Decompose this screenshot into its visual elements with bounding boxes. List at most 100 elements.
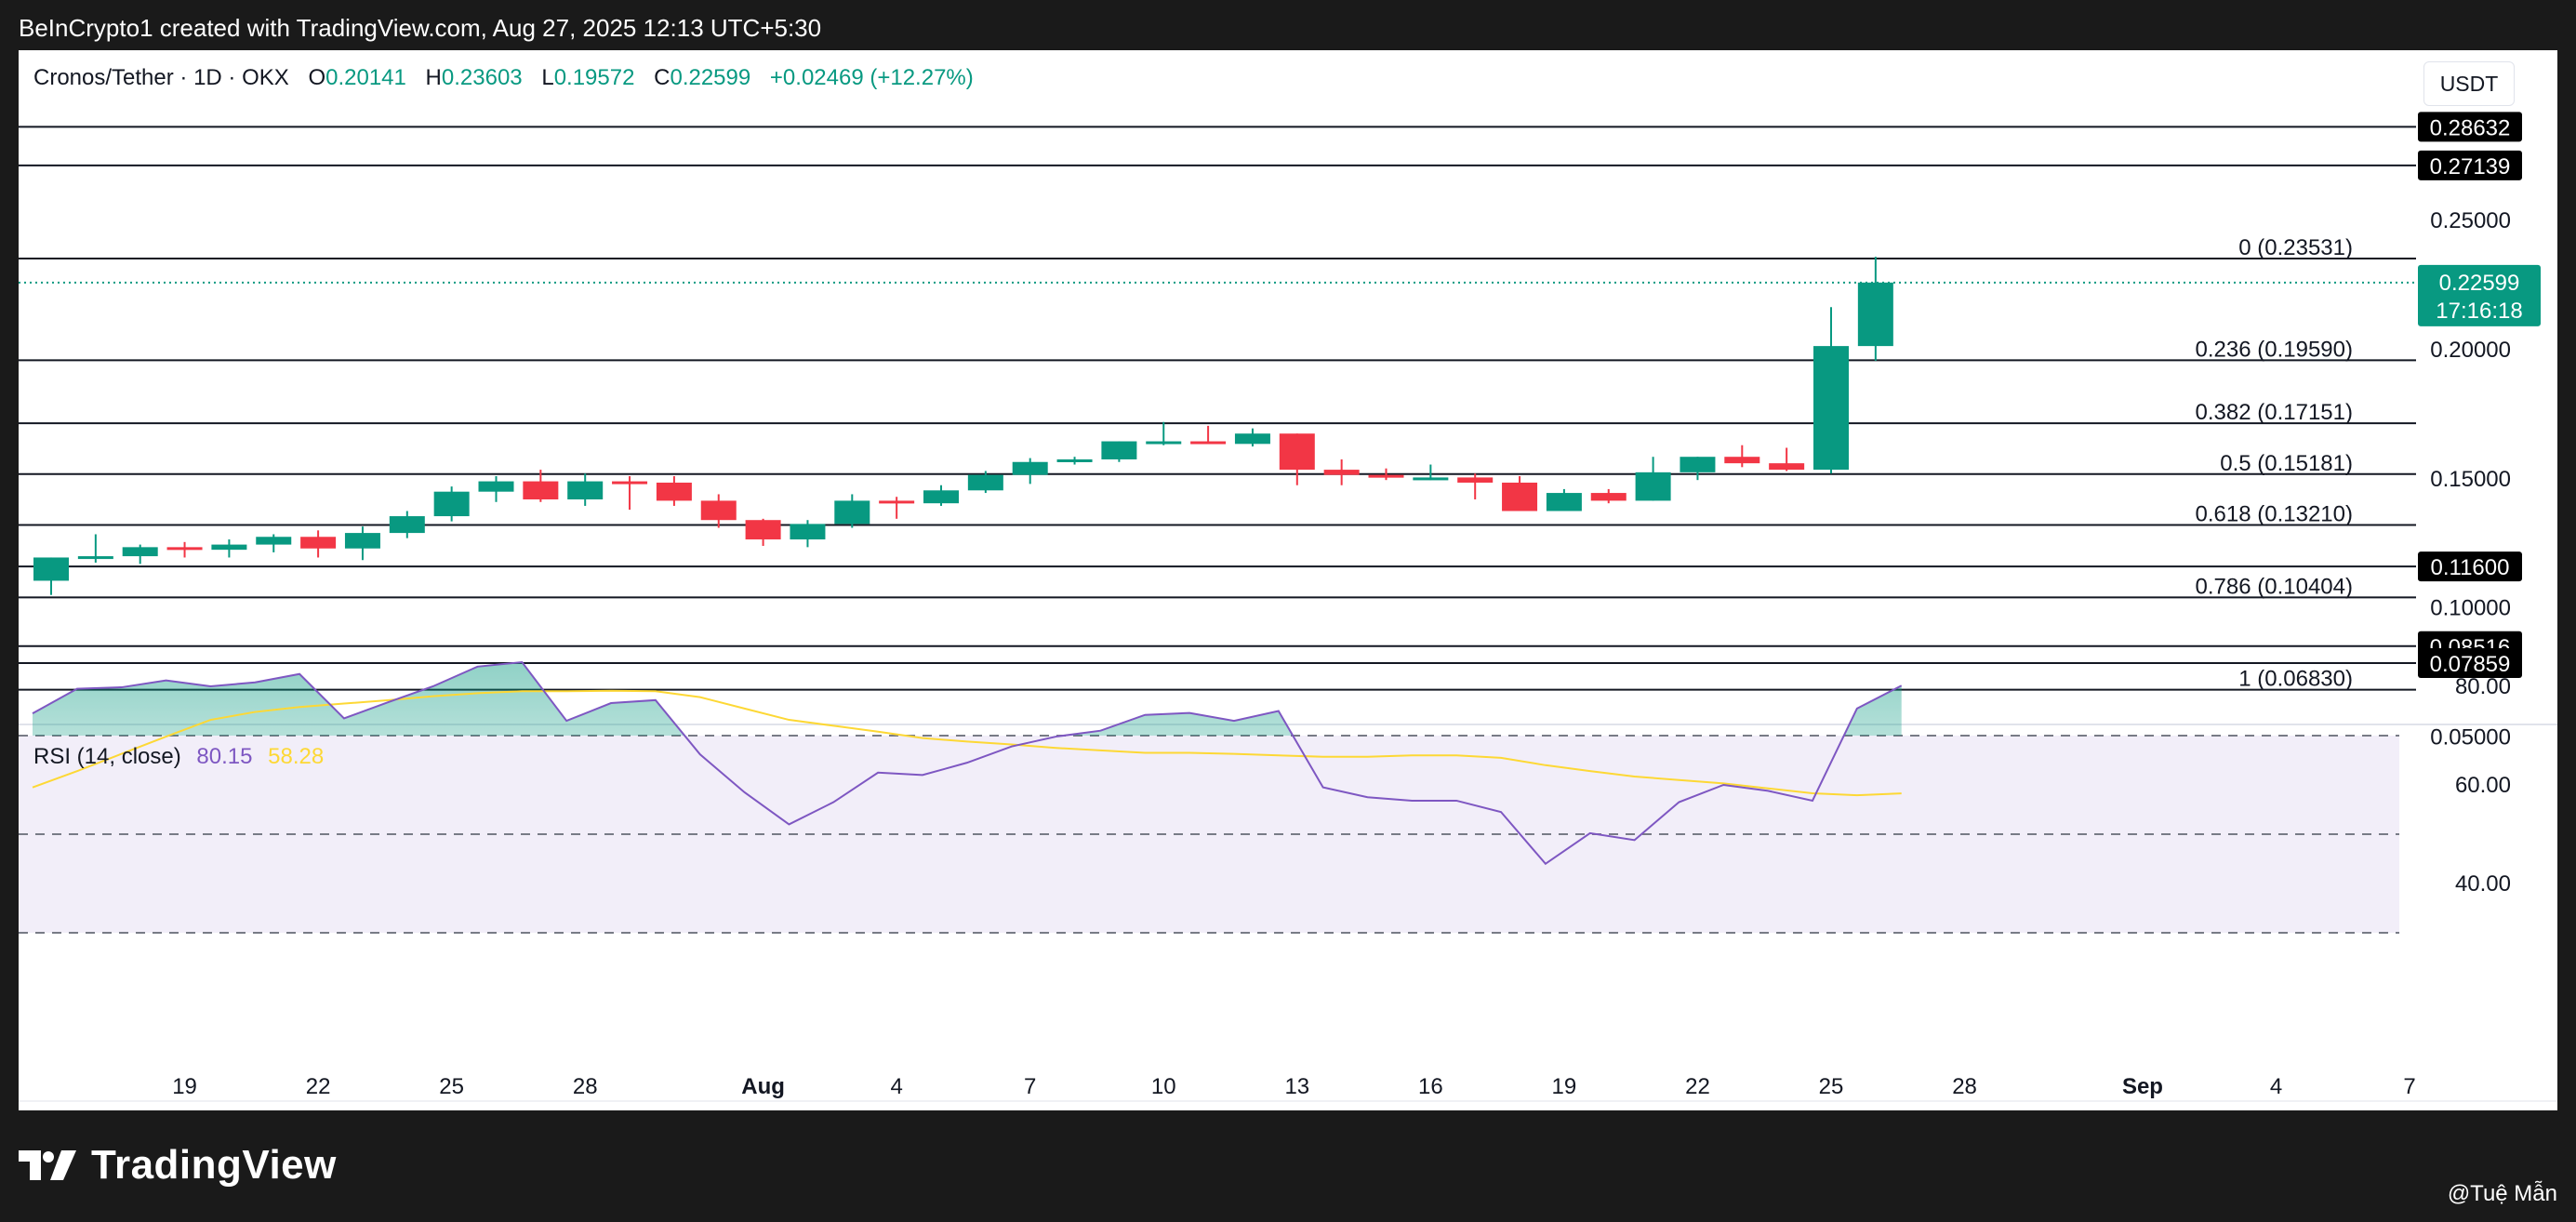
candle-body-up — [211, 544, 247, 551]
candle-body-up — [389, 516, 425, 534]
time-axis-label: 4 — [2270, 1074, 2282, 1099]
candle-body-down — [879, 500, 915, 504]
price-line-badge-label: 0.28632 — [2430, 115, 2511, 140]
candle-body-up — [344, 533, 380, 549]
candle-body-down — [1769, 463, 1805, 471]
candle-body-down — [1323, 470, 1360, 475]
price-tick-label: 0.05000 — [2430, 724, 2511, 750]
time-axis-label: Aug — [741, 1074, 785, 1099]
tradingview-logo[interactable]: TradingView — [19, 1142, 337, 1189]
high-value: 0.23603 — [441, 65, 523, 90]
rsi-ma-line — [32, 689, 1902, 797]
price-line-badge-label: 0.07859 — [2430, 652, 2511, 677]
candle-body-down — [700, 500, 737, 521]
fib-level-label: 0.236 (0.19590) — [2196, 337, 2353, 362]
change-value: +0.02469 (+12.27%) — [769, 65, 974, 90]
time-axis-label: 7 — [2403, 1074, 2415, 1099]
last-price-countdown: 17:16:18 — [2436, 299, 2522, 324]
candle-body-down — [1724, 457, 1760, 464]
time-axis-label: 10 — [1151, 1074, 1176, 1099]
rsi-overbought-fill — [33, 662, 1902, 736]
candle-body-up — [122, 547, 158, 557]
time-axis-label: 19 — [172, 1074, 197, 1099]
candle-body-up — [256, 537, 292, 545]
author-credit: @Tuệ Mẫn — [2447, 1181, 2557, 1206]
price-line-badge — [2418, 150, 2522, 180]
candle-body-up — [33, 557, 69, 581]
rsi-line — [32, 660, 1903, 866]
candle-body-up — [1546, 493, 1582, 511]
candle-body-down — [745, 520, 781, 540]
candle-body-up — [478, 481, 514, 492]
candle-body-down — [1457, 477, 1494, 483]
candle-body-down — [656, 482, 692, 501]
price-line-badge — [2418, 112, 2522, 142]
candle-body-up — [1635, 472, 1671, 501]
candle-body-down — [300, 537, 337, 549]
symbol-legend[interactable]: Cronos/Tether · 1D · OKX O0.20141 H0.236… — [33, 65, 974, 91]
candle-body-down — [1368, 474, 1404, 478]
candle-body-up — [77, 556, 113, 560]
fib-level-label: 0.618 (0.13210) — [2196, 501, 2353, 526]
candle-body-up — [1234, 433, 1270, 445]
chart-frame: 0.25000 0.20000 0.15000 0.10000 0.05000 0.286… — [19, 50, 2557, 1110]
price-line-badge-label: 0.27139 — [2430, 154, 2511, 179]
price-tick-label: 0.15000 — [2430, 467, 2511, 492]
time-axis-label: 28 — [573, 1074, 598, 1099]
candle-body-up — [834, 500, 870, 525]
tradingview-logo-icon — [19, 1150, 76, 1180]
time-axis-label: 13 — [1284, 1074, 1309, 1099]
fib-level-label: 0.382 (0.17151) — [2196, 400, 2353, 425]
candle-body-up — [567, 481, 604, 500]
candle-body-up — [1012, 461, 1048, 475]
candle-body-down — [1590, 493, 1627, 501]
time-axis-label: 22 — [306, 1074, 331, 1099]
time-axis-label: 4 — [890, 1074, 902, 1099]
rsi-tick-label: 80.00 — [2455, 674, 2511, 699]
open-value: 0.20141 — [325, 65, 406, 90]
rsi-legend[interactable]: RSI (14, close) 80.15 58.28 — [33, 744, 324, 770]
chart-canvas[interactable]: 0.25000 0.20000 0.15000 0.10000 0.05000 0.286… — [19, 50, 2557, 1110]
candle-body-up — [1857, 282, 1893, 347]
time-axis-label: 28 — [1952, 1074, 1977, 1099]
rsi-name: RSI (14, close) — [33, 744, 181, 769]
low-value: 0.19572 — [553, 65, 635, 90]
price-tick-label: 0.10000 — [2430, 596, 2511, 621]
time-axis-label: 16 — [1418, 1074, 1443, 1099]
candle-body-up — [923, 490, 959, 504]
time-axis-label: 25 — [439, 1074, 464, 1099]
last-price-badge-value: 0.22599 — [2439, 271, 2520, 296]
candle-body-up — [433, 491, 470, 517]
fib-level-label: 0.786 (0.10404) — [2196, 574, 2353, 599]
time-axis-label: 22 — [1685, 1074, 1710, 1099]
candle-body-down — [1190, 441, 1227, 445]
fib-level-label: 1 (0.06830) — [2238, 667, 2353, 692]
fib-level-label: 0 (0.23531) — [2238, 235, 2353, 260]
candle-body-up — [1056, 458, 1093, 462]
price-line-badge-label: 0.11600 — [2431, 555, 2510, 580]
time-axis-label: Sep — [2122, 1074, 2163, 1099]
candle-body-down — [612, 481, 648, 485]
rsi-ma-value: 58.28 — [268, 744, 325, 769]
candle-body-down — [1502, 482, 1538, 511]
candle-body-down — [166, 547, 203, 551]
tradingview-logo-text: TradingView — [91, 1142, 337, 1188]
time-axis-label: 7 — [1024, 1074, 1036, 1099]
price-line-badge — [2418, 648, 2522, 679]
low-label: L — [541, 65, 554, 90]
open-label: O — [308, 65, 326, 90]
rsi-tick-label: 40.00 — [2455, 871, 2511, 897]
currency-unit-button[interactable]: USDT — [2423, 61, 2515, 106]
rsi-value: 80.15 — [196, 744, 253, 769]
high-label: H — [425, 65, 442, 90]
close-label: C — [654, 65, 671, 90]
last-price-badge — [2418, 264, 2541, 326]
candle-body-up — [790, 524, 826, 540]
rsi-tick-label: 60.00 — [2455, 773, 2511, 798]
price-tick-label: 0.20000 — [2430, 338, 2511, 363]
close-value: 0.22599 — [670, 65, 751, 90]
price-tick-label: 0.25000 — [2430, 208, 2511, 233]
candle-body-up — [1813, 346, 1849, 471]
candle-body-up — [967, 474, 1003, 491]
price-line-badge — [2418, 551, 2522, 582]
